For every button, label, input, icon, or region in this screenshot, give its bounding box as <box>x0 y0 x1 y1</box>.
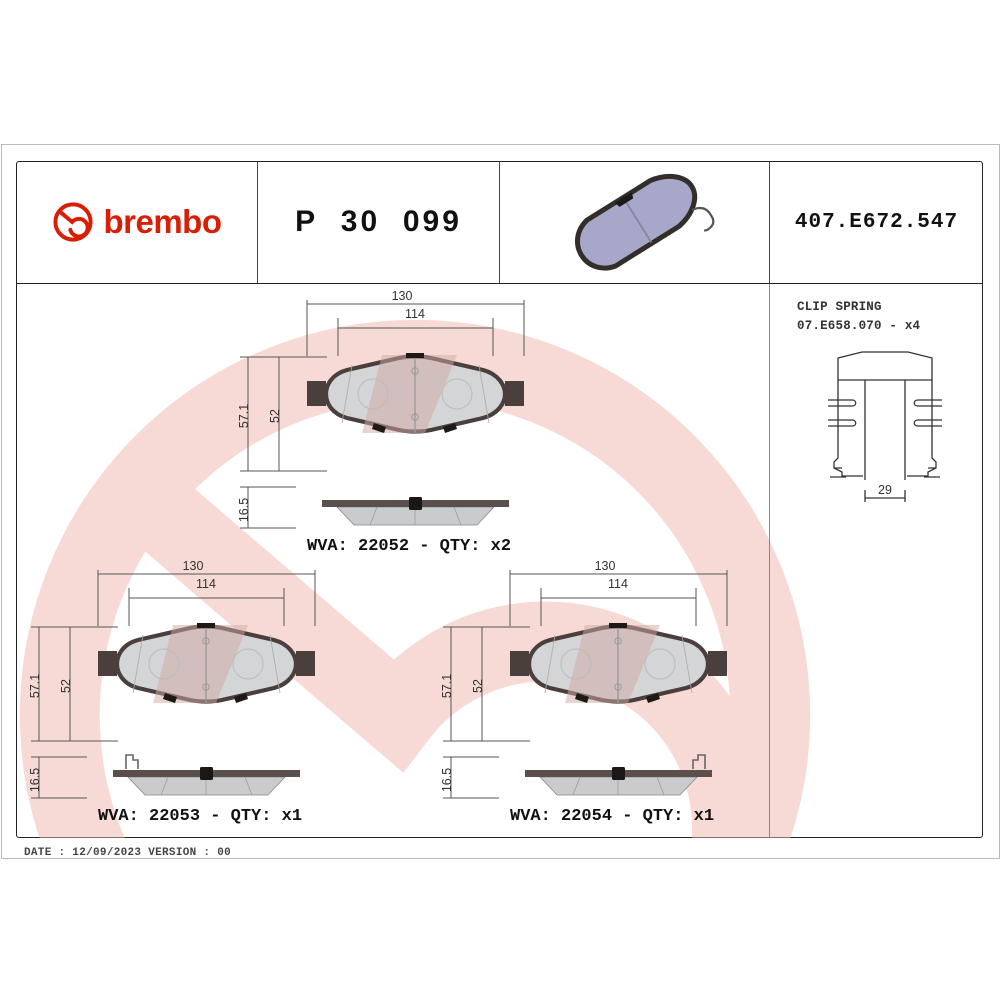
svg-text:52: 52 <box>59 679 73 693</box>
svg-text:114: 114 <box>405 307 425 321</box>
svg-text:130: 130 <box>595 559 616 573</box>
svg-text:57.1: 57.1 <box>440 674 454 698</box>
svg-text:16.5: 16.5 <box>440 768 454 792</box>
svg-text:57.1: 57.1 <box>237 404 251 428</box>
svg-text:114: 114 <box>196 577 216 591</box>
svg-text:WVA: 22054 - QTY: x1: WVA: 22054 - QTY: x1 <box>510 807 714 826</box>
svg-text:WVA: 22052 - QTY: x2: WVA: 22052 - QTY: x2 <box>307 537 511 556</box>
svg-text:130: 130 <box>183 559 204 573</box>
svg-text:130: 130 <box>392 289 413 303</box>
svg-text:114: 114 <box>608 577 628 591</box>
svg-text:29: 29 <box>878 483 892 497</box>
svg-text:16.5: 16.5 <box>237 498 251 522</box>
svg-text:16.5: 16.5 <box>28 768 42 792</box>
svg-text:52: 52 <box>268 409 282 423</box>
svg-text:52: 52 <box>471 679 485 693</box>
svg-text:57.1: 57.1 <box>28 674 42 698</box>
